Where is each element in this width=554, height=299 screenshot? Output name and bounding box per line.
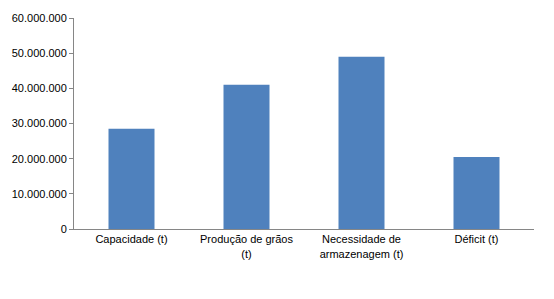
svg-text:Produção de grãos(t): Produção de grãos(t)	[200, 233, 293, 259]
svg-text:0: 0	[61, 223, 67, 235]
svg-text:50.000.000: 50.000.000	[12, 47, 67, 59]
svg-text:Necessidade dearmazenagem (t): Necessidade dearmazenagem (t)	[320, 233, 404, 259]
svg-text:60.000.000: 60.000.000	[12, 12, 67, 24]
svg-text:10.000.000: 10.000.000	[12, 188, 67, 200]
svg-text:40.000.000: 40.000.000	[12, 82, 67, 94]
svg-text:Déficit (t): Déficit (t)	[455, 233, 499, 245]
svg-text:20.000.000: 20.000.000	[12, 153, 67, 165]
svg-text:Capacidade (t): Capacidade (t)	[95, 233, 167, 245]
svg-text:30.000.000: 30.000.000	[12, 117, 67, 129]
